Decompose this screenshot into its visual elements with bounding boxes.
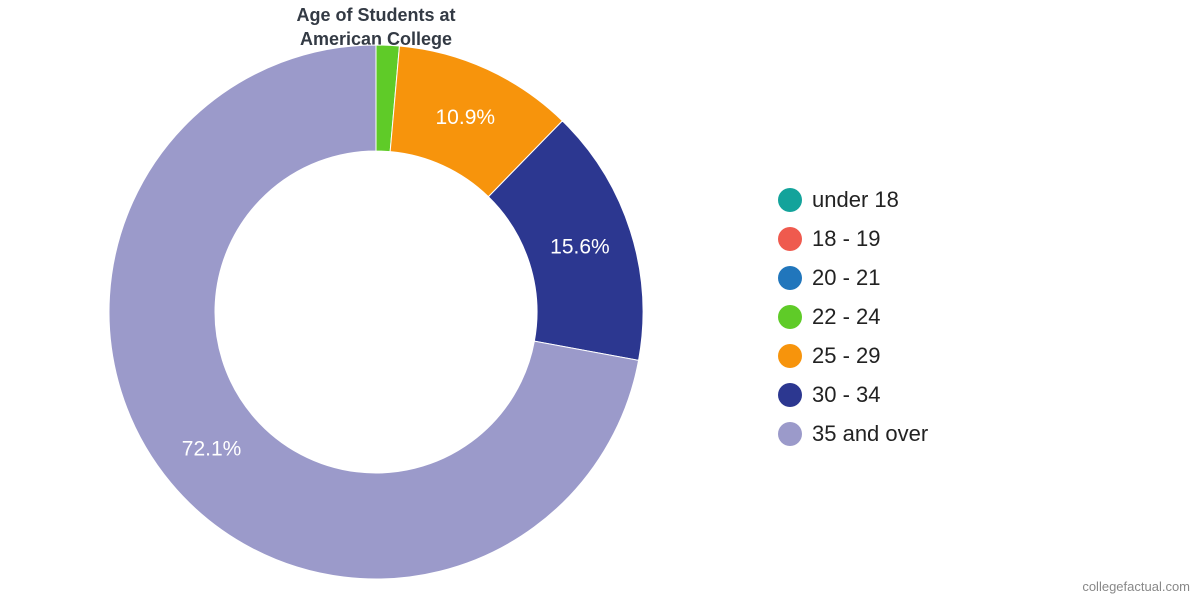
legend-swatch-icon (778, 382, 802, 407)
legend-label: 22 - 24 (812, 303, 881, 329)
legend-swatch-icon (778, 343, 802, 368)
data-label-25-29: 10.9% (436, 106, 496, 129)
data-label-35-and-over: 72.1% (182, 437, 242, 460)
legend-item-25-29[interactable]: 25 - 29 (778, 336, 928, 375)
legend-item-18-19[interactable]: 18 - 19 (778, 219, 928, 258)
legend-label: under 18 (812, 186, 899, 212)
legend-swatch-icon (778, 226, 802, 251)
legend: under 18 18 - 19 20 - 21 22 - 24 25 - 29 30 -… (778, 180, 928, 453)
legend-swatch-icon (778, 421, 802, 446)
slices-group (108, 44, 644, 580)
slice-35-and-over[interactable] (108, 44, 640, 580)
legend-item-35-and-over[interactable]: 35 and over (778, 414, 928, 453)
legend-label: 35 and over (812, 420, 929, 446)
legend-label: 30 - 34 (812, 381, 881, 407)
legend-label: 18 - 19 (812, 225, 881, 251)
legend-swatch-icon (778, 304, 802, 329)
legend-swatch-icon (778, 187, 802, 212)
legend-swatch-icon (778, 265, 802, 290)
data-label-30-34: 15.6% (550, 236, 610, 259)
chart-title-line-1: Age of Students at (296, 5, 456, 25)
chart-title-line-2: American College (299, 29, 453, 49)
data-labels-group: 10.9% 15.6% 72.1% (182, 106, 610, 460)
legend-item-under-18[interactable]: under 18 (778, 180, 928, 219)
credit-text: collegefactual.com (1082, 579, 1190, 594)
legend-label: 25 - 29 (812, 342, 881, 368)
legend-item-20-21[interactable]: 20 - 21 (778, 258, 928, 297)
legend-label: 20 - 21 (812, 264, 881, 290)
slice-30-34[interactable] (487, 120, 644, 361)
legend-item-30-34[interactable]: 30 - 34 (778, 375, 928, 414)
legend-item-22-24[interactable]: 22 - 24 (778, 297, 928, 336)
